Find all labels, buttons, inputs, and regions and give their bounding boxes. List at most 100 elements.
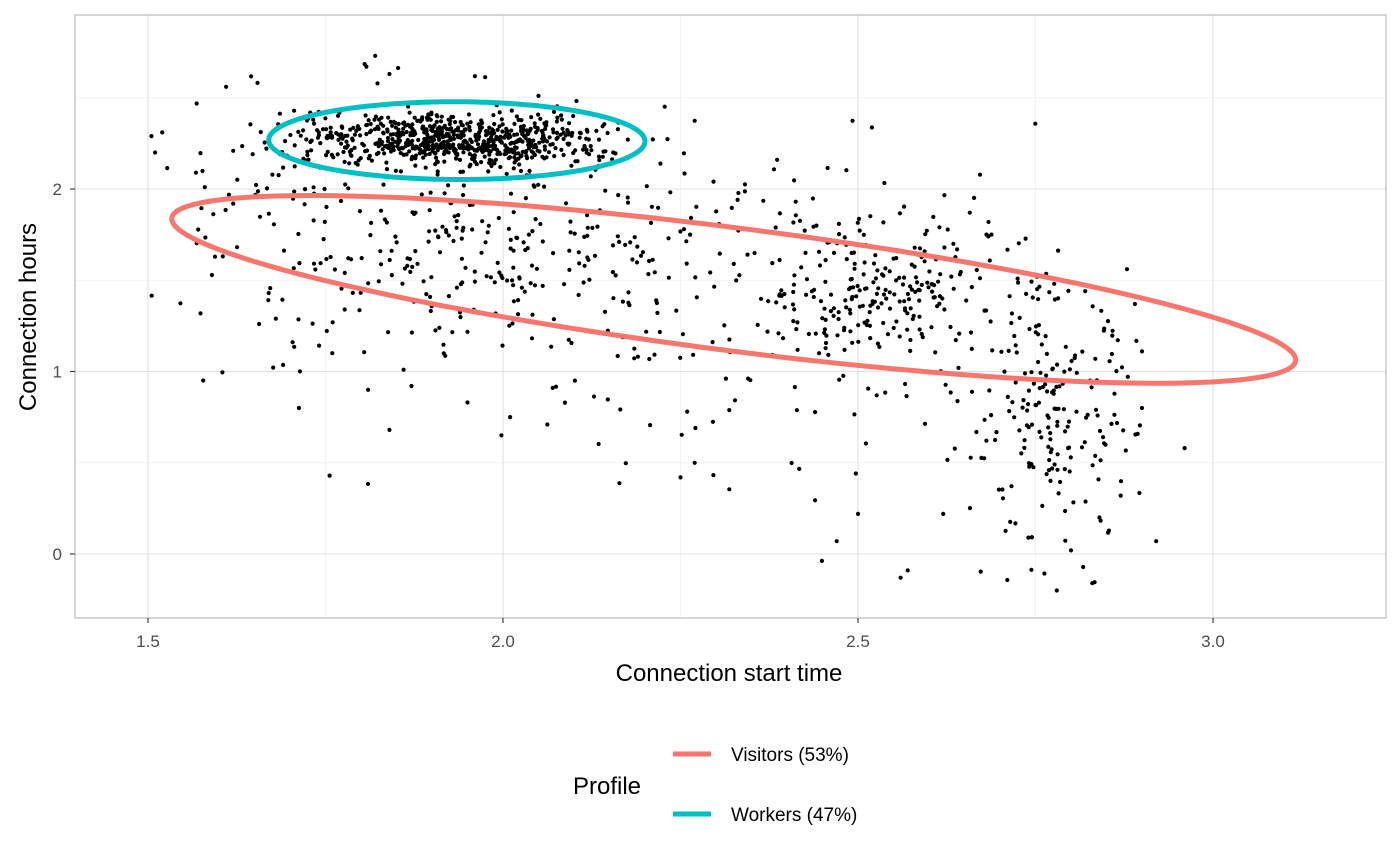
data-point	[602, 309, 608, 314]
data-point	[311, 117, 316, 122]
data-point	[937, 225, 942, 230]
data-point	[880, 272, 885, 277]
data-point	[1043, 382, 1048, 387]
data-point	[577, 135, 582, 140]
data-point	[646, 272, 651, 277]
data-point	[1056, 491, 1061, 496]
data-point	[987, 388, 992, 393]
data-point	[977, 172, 983, 177]
data-point	[439, 114, 444, 119]
data-point	[933, 350, 938, 355]
data-point	[898, 575, 903, 580]
data-point	[1048, 431, 1053, 436]
data-point	[454, 127, 460, 132]
data-point	[522, 289, 527, 294]
data-point	[444, 131, 449, 136]
data-point	[1063, 344, 1068, 349]
data-point	[849, 295, 855, 300]
data-point	[231, 201, 236, 206]
data-point	[1055, 423, 1060, 428]
data-point	[485, 230, 490, 235]
data-point	[647, 258, 652, 264]
data-point	[1033, 121, 1038, 126]
data-point	[364, 64, 369, 69]
data-point	[837, 232, 842, 237]
data-point	[262, 140, 267, 145]
data-point	[1019, 451, 1024, 456]
data-point	[826, 352, 831, 357]
data-point	[1095, 413, 1100, 418]
data-point	[211, 212, 216, 217]
data-point	[1068, 548, 1074, 553]
data-point	[1118, 479, 1124, 484]
data-point	[685, 409, 690, 414]
data-point	[277, 111, 282, 116]
data-point	[1029, 535, 1034, 540]
data-point	[160, 130, 165, 135]
data-point	[789, 460, 794, 466]
data-point	[688, 215, 694, 220]
data-point	[968, 330, 974, 335]
data-point	[585, 213, 590, 218]
data-point	[1050, 466, 1055, 471]
data-point	[822, 330, 827, 335]
data-point	[1098, 458, 1103, 463]
data-point	[902, 204, 907, 209]
data-point	[811, 224, 816, 229]
data-point	[572, 378, 578, 383]
data-point	[862, 260, 867, 265]
data-point	[1068, 455, 1073, 460]
data-point	[426, 147, 431, 152]
data-point	[559, 147, 564, 152]
data-point	[806, 331, 812, 337]
data-point	[357, 126, 362, 131]
data-point	[487, 125, 492, 130]
data-point	[1009, 311, 1015, 316]
data-point	[528, 281, 533, 286]
data-point	[405, 256, 410, 261]
data-point	[902, 299, 907, 304]
data-point	[956, 365, 961, 370]
data-point	[500, 122, 505, 127]
data-point	[433, 228, 438, 233]
data-point	[378, 262, 384, 267]
data-point	[957, 272, 963, 277]
data-point	[1022, 445, 1027, 450]
data-point	[648, 220, 654, 225]
data-point	[291, 266, 296, 271]
data-point	[149, 134, 154, 139]
data-point	[727, 337, 732, 342]
data-point	[465, 400, 470, 405]
data-point	[989, 413, 994, 418]
data-point	[576, 292, 581, 298]
data-point	[1058, 479, 1063, 485]
data-point	[504, 130, 509, 135]
data-point	[551, 317, 557, 322]
data-point	[446, 150, 451, 155]
grid-major	[75, 15, 1386, 618]
data-point	[684, 261, 689, 266]
data-point	[470, 156, 475, 161]
data-point	[493, 146, 498, 152]
data-point	[854, 294, 859, 299]
data-point	[456, 213, 461, 218]
data-point	[892, 292, 897, 297]
data-point	[475, 142, 481, 147]
data-point	[266, 298, 271, 303]
data-point	[369, 220, 374, 225]
data-point	[554, 130, 560, 135]
data-point	[541, 133, 546, 138]
data-point	[532, 121, 537, 126]
data-point	[324, 256, 329, 262]
data-point	[408, 269, 413, 274]
data-point	[212, 254, 218, 259]
data-point	[632, 356, 637, 361]
data-point	[1017, 315, 1022, 320]
data-point	[318, 141, 323, 146]
data-point	[644, 329, 649, 334]
data-point	[1005, 247, 1010, 252]
data-point	[666, 236, 671, 241]
data-point	[974, 429, 979, 435]
data-point	[472, 269, 477, 274]
data-point	[494, 134, 499, 140]
